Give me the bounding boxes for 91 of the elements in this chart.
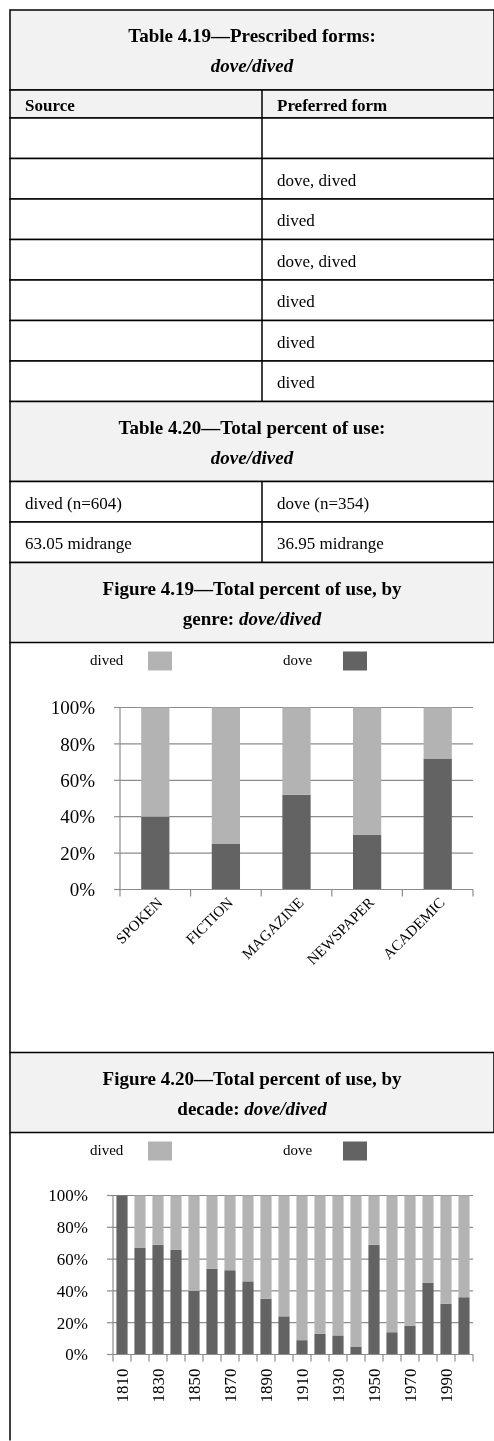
bar [386,1195,398,1333]
y-tick-label: 0% [65,1345,88,1365]
legend-label: dived [90,1141,124,1158]
y-tick-label: 80% [60,733,96,755]
x-tick-label: 1990 [436,1368,456,1403]
bar [141,707,170,817]
bar [423,707,452,759]
text: dived [277,211,315,230]
y-tick-label: 100% [50,697,96,719]
bar [188,1290,200,1355]
bar [282,707,311,795]
bar [152,1195,164,1245]
bar [116,1195,128,1355]
bar [422,1195,434,1283]
category-label: Source [25,96,76,115]
bar [224,1195,236,1271]
bar [332,1195,344,1336]
y-tick-label: 20% [56,1313,88,1333]
legend-label: dove [283,1141,313,1158]
text: Table 4.20—Total percent of use: dove/dived [118,416,386,468]
bar [170,1249,182,1355]
chart-title: Figure 4.19—Total percent of use, by genre: dove/dived [102,577,402,629]
bar [458,1297,470,1355]
bar [368,1195,380,1245]
bar [260,1195,272,1299]
bar [423,758,452,890]
bar [296,1195,308,1341]
bar [206,1195,218,1269]
y-tick-label: 100% [48,1186,88,1206]
x-tick-label: 1850 [184,1368,204,1403]
text: 63.05 midrange [25,534,132,553]
bar [368,1244,380,1355]
category-label: Preferred form [277,96,388,115]
bar [242,1281,254,1355]
bar [242,1195,254,1282]
y-tick-label: 40% [60,806,96,828]
bar [386,1332,398,1355]
bar [440,1303,452,1355]
bar [350,1195,362,1347]
x-tick-label: 1810 [112,1368,132,1403]
bar [260,1298,272,1355]
y-tick-label: 60% [60,769,96,791]
bar [211,844,241,890]
y-tick-label: 40% [56,1281,88,1301]
text: dove, dived [277,170,357,190]
text: dived [277,373,315,392]
legend-label: dove [283,651,313,668]
bar [206,1268,218,1355]
bar [188,1195,200,1291]
bar [352,834,382,890]
bar [282,794,311,890]
bar [422,1282,434,1355]
text: dived [277,332,315,352]
text: dove (n=354) [277,493,370,513]
x-tick-label: 1830 [148,1368,168,1403]
bar [332,1335,344,1355]
bar [314,1333,326,1355]
bar [141,816,170,890]
chart-title: Figure 4.20—Total percent of use, by decade: dove/dived [102,1067,402,1119]
bar [278,1195,290,1317]
bar [134,1247,146,1355]
bar [352,707,382,835]
x-tick-label: 1890 [256,1368,276,1403]
y-tick-label: 60% [56,1250,88,1270]
y-tick-label: 20% [60,842,96,864]
bar [211,707,241,844]
bar [170,1195,182,1250]
bar [458,1195,470,1298]
bar [440,1195,452,1304]
text: 36.95 midrange [277,534,384,553]
text: dove, dived [277,251,357,271]
bar [404,1325,416,1355]
x-tick-label: 1970 [400,1368,420,1403]
x-tick-label: 1870 [220,1368,240,1403]
bar [224,1270,236,1355]
bar [152,1244,164,1355]
text: Table 4.19—Prescribed forms: dove/dived [128,25,376,76]
y-tick-label: 0% [69,879,96,901]
x-tick-label: 1930 [328,1368,348,1403]
bar [278,1316,290,1355]
x-tick-label: 1910 [292,1368,312,1403]
text: dived (n=604) [25,493,122,513]
bar [134,1195,146,1248]
legend-label: dived [90,651,124,668]
bar [314,1195,326,1334]
text: dived [277,292,315,311]
x-tick-label: 1950 [364,1368,384,1403]
bar [350,1346,362,1355]
bar [296,1340,308,1355]
bar [404,1195,416,1326]
y-tick-label: 80% [56,1218,88,1238]
